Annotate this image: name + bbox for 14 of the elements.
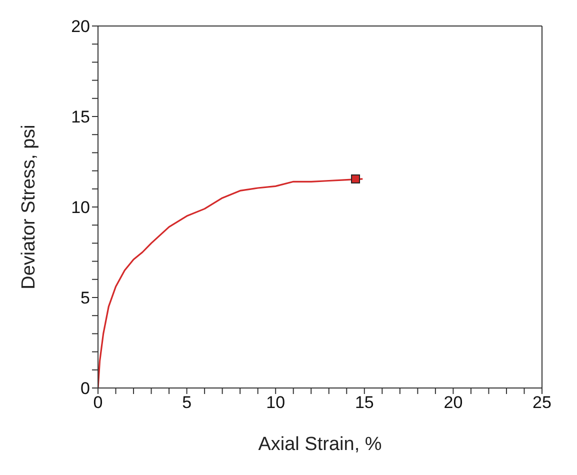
y-axis-title: Deviator Stress, psi [18, 124, 40, 290]
x-tick-label: 20 [444, 393, 463, 412]
x-tick-label: 25 [532, 393, 552, 412]
x-tick-label: 5 [182, 393, 192, 412]
line-series [98, 178, 364, 388]
y-tick-label: 5 [80, 288, 90, 308]
y-tick-label: 15 [71, 108, 90, 127]
y-tick-label: 20 [71, 17, 90, 36]
x-tick-label: 15 [354, 393, 374, 412]
y-tick-label: 0 [80, 379, 90, 398]
x-tick-label: 0 [93, 393, 103, 412]
y-tick-label: 10 [71, 198, 90, 218]
x-tick-label: 10 [266, 393, 286, 412]
x-axis-title: Axial Strain, % [258, 434, 382, 455]
